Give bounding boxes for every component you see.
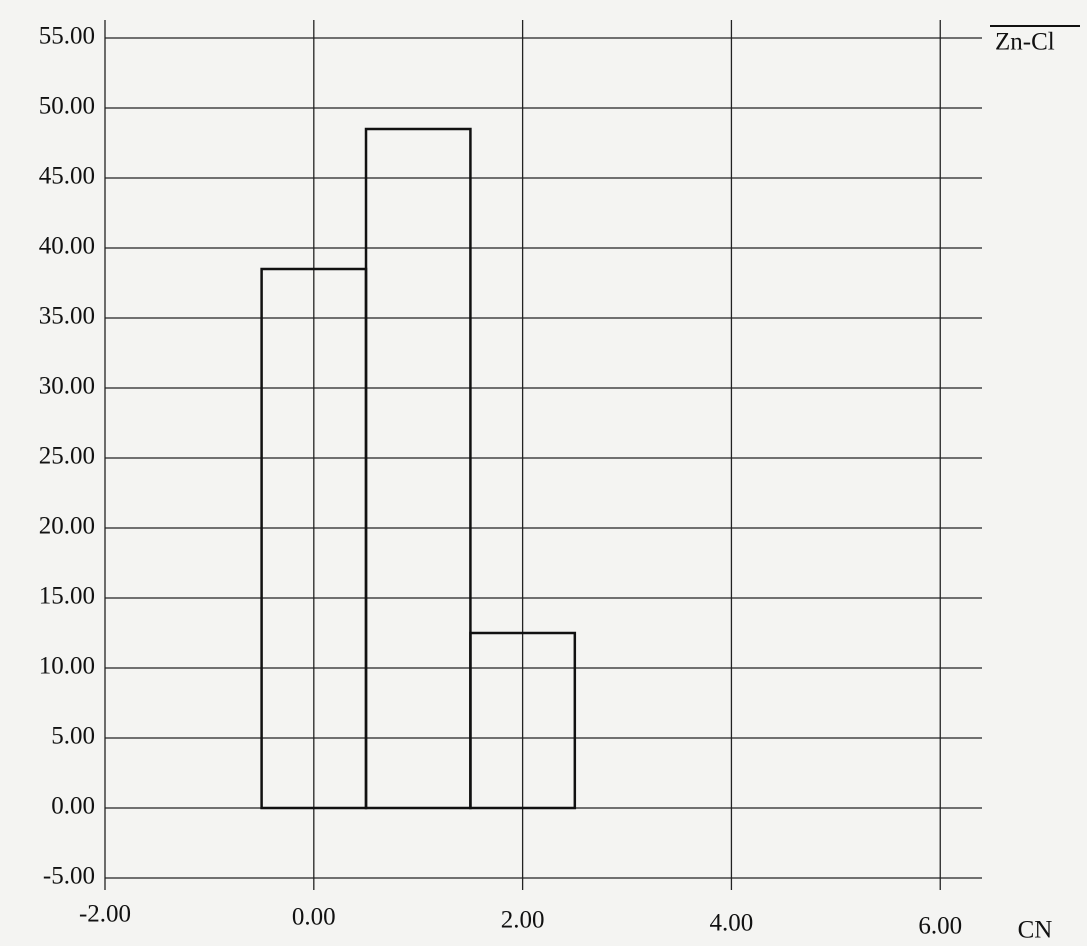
- background: [0, 0, 1087, 946]
- chart: CN -5.00 0.00 5.00 10.00 15.00 20.00 25.00 30.0…: [0, 0, 1087, 946]
- y-tick-label: 30.00: [39, 373, 95, 400]
- y-tick-label: 20.00: [39, 513, 95, 540]
- x-tick-label: 0.00: [292, 904, 336, 931]
- y-tick-label: 0.00: [51, 793, 95, 820]
- page: CN -5.00 0.00 5.00 10.00 15.00 20.00 25.00 30.0…: [0, 0, 1087, 946]
- y-tick-label: 50.00: [39, 93, 95, 120]
- y-tick-label: 10.00: [39, 653, 95, 680]
- y-tick-label: 45.00: [39, 163, 95, 190]
- y-tick-label: 35.00: [39, 303, 95, 330]
- legend-label: Zn-Cl: [995, 29, 1055, 56]
- y-tick-label: -5.00: [43, 863, 95, 890]
- x-tick-label: 2.00: [501, 907, 545, 934]
- x-axis-label: CN: [1018, 917, 1053, 944]
- y-tick-label: 40.00: [39, 233, 95, 260]
- y-tick-label: 5.00: [51, 723, 95, 750]
- x-tick-label: 4.00: [710, 910, 754, 937]
- x-tick-label: -2.00: [79, 901, 131, 928]
- y-tick-label: 15.00: [39, 583, 95, 610]
- y-tick-label: 25.00: [39, 443, 95, 470]
- y-tick-label: 55.00: [39, 23, 95, 50]
- x-tick-label: 6.00: [918, 913, 962, 940]
